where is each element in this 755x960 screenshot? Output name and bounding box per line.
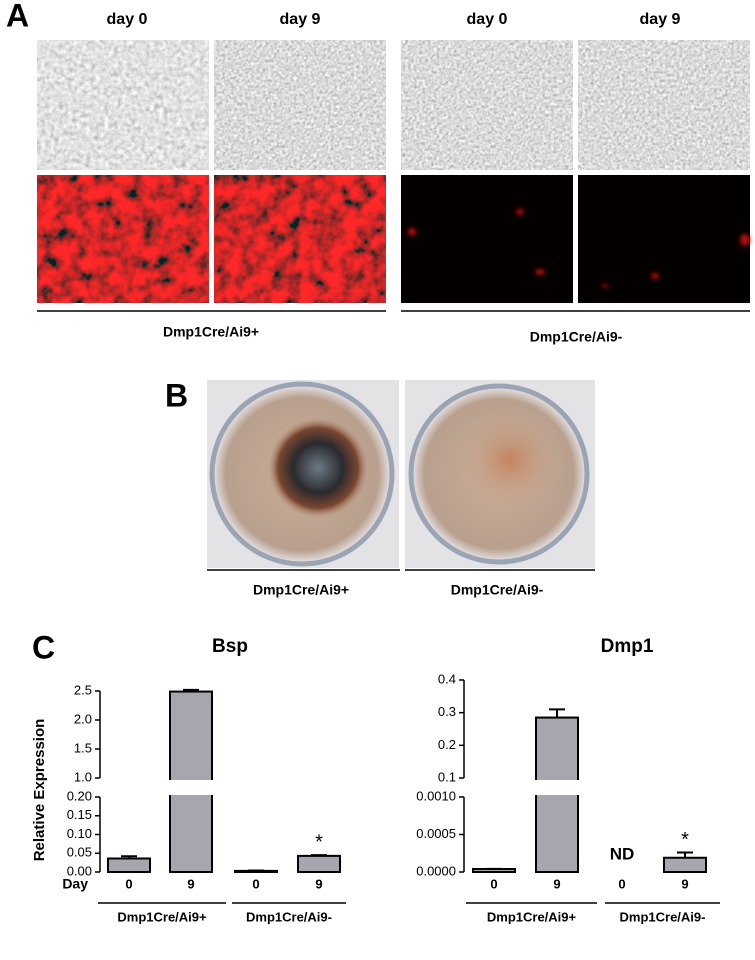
x-tick-label: 0 xyxy=(125,876,132,891)
group-label: Dmp1Cre/Ai9+ xyxy=(487,909,577,924)
x-tick-label: 0 xyxy=(490,876,497,891)
error-bar xyxy=(677,851,693,858)
phase-image xyxy=(578,40,750,170)
group-label: Dmp1Cre/Ai9- xyxy=(451,582,544,598)
y-tick-label: 1.0 xyxy=(74,769,92,784)
chart-title: Dmp1 xyxy=(601,636,654,657)
error-bar xyxy=(311,854,327,857)
error-bar xyxy=(121,855,137,859)
y-tick-label: 0.0005 xyxy=(416,826,456,841)
fluorescence-image xyxy=(401,175,573,303)
fluorescence-image xyxy=(578,175,750,303)
fluorescence-image xyxy=(214,175,386,303)
group-label: Dmp1Cre/Ai9- xyxy=(530,329,623,345)
x-tick-label: 9 xyxy=(553,876,560,891)
y-tick-label: 0.4 xyxy=(438,671,456,686)
bar xyxy=(107,857,151,873)
bar xyxy=(663,856,707,873)
y-tick-label: 0.05 xyxy=(67,845,92,860)
panel-label: C xyxy=(32,629,55,665)
mineral-stain xyxy=(268,418,368,518)
y-tick-label: 2.0 xyxy=(74,711,92,726)
column-label: day 0 xyxy=(467,11,508,28)
error-bar xyxy=(183,688,199,692)
y-tick-label: 0.10 xyxy=(67,826,92,841)
bar xyxy=(297,854,341,873)
x-tick-label: 9 xyxy=(681,876,688,891)
column-label: day 0 xyxy=(107,11,148,28)
y-axis-label: Relative Expression xyxy=(31,719,48,862)
chart-title: Bsp xyxy=(212,636,248,657)
y-tick-label: 1.5 xyxy=(74,740,92,755)
group-label: Dmp1Cre/Ai9- xyxy=(246,909,332,924)
y-tick-label: 0.0000 xyxy=(416,863,456,878)
group-label: Dmp1Cre/Ai9- xyxy=(620,909,706,924)
y-tick-label: 0.15 xyxy=(67,807,92,822)
fluorescence-image xyxy=(37,175,209,303)
error-bar xyxy=(549,708,565,718)
y-tick-label: 0.00 xyxy=(67,863,92,878)
mineral-stain xyxy=(455,405,565,515)
x-axis-label: Day xyxy=(62,876,88,892)
significance: * xyxy=(315,831,323,853)
panel-label: A xyxy=(6,0,29,33)
y-tick-label: 0.0010 xyxy=(416,788,456,803)
group-label: Dmp1Cre/Ai9+ xyxy=(117,909,207,924)
axis-break xyxy=(168,780,214,795)
phase-image xyxy=(37,40,209,170)
x-tick-label: 0 xyxy=(618,876,625,891)
x-tick-label: 9 xyxy=(315,876,322,891)
x-tick-label: 0 xyxy=(252,876,259,891)
y-tick-label: 0.3 xyxy=(438,704,456,719)
phase-image xyxy=(401,40,573,170)
group-label: Dmp1Cre/Ai9+ xyxy=(163,324,259,340)
y-tick-label: 2.5 xyxy=(74,682,92,697)
y-tick-label: 0.2 xyxy=(438,737,456,752)
column-label: day 9 xyxy=(280,11,321,28)
axis-break xyxy=(534,780,580,795)
phase-image xyxy=(214,40,386,170)
panel-label: B xyxy=(165,377,188,413)
red-spots xyxy=(408,209,750,288)
y-tick-label: 0.1 xyxy=(438,769,456,784)
value-label: ND xyxy=(610,844,635,863)
column-label: day 9 xyxy=(640,11,681,28)
significance: * xyxy=(681,829,689,851)
x-tick-label: 9 xyxy=(187,876,194,891)
y-tick-label: 0.20 xyxy=(67,788,92,803)
group-label: Dmp1Cre/Ai9+ xyxy=(253,582,349,598)
